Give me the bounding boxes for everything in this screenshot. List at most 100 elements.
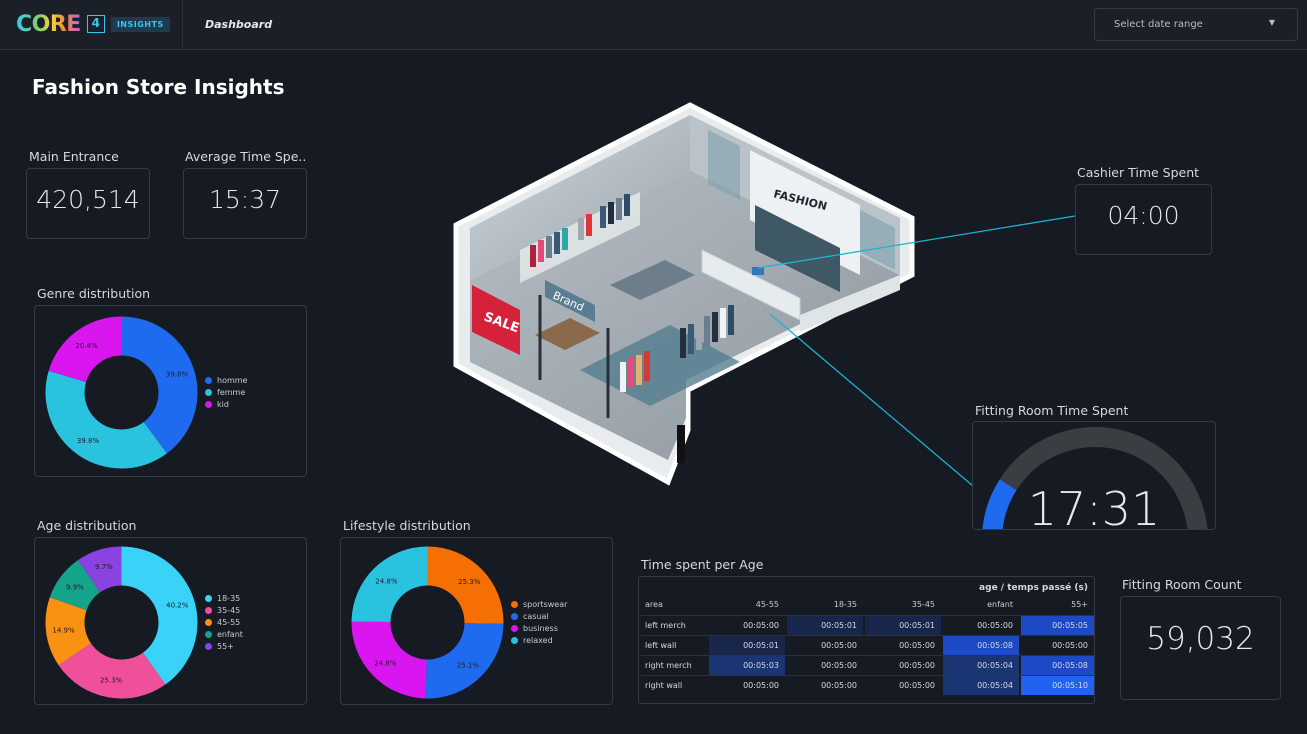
table-row[interactable]: left wall 00:05:01 00:05:00 00:05:00 00:05:0… — [641, 636, 1094, 656]
table-row-divider — [641, 635, 1094, 636]
age-slice-label: 9.9% — [66, 584, 84, 592]
logo[interactable]: CORE 4 INSIGHTS — [16, 12, 170, 37]
lifestyle-donut-chart: 25.3% 25.1% 24.8% 24.8% — [351, 546, 504, 699]
genre-slice-label: 20.4% — [75, 342, 98, 350]
table-cell: 00:05:08 — [1021, 656, 1094, 675]
table-row-divider — [641, 615, 1094, 616]
table-row-divider — [641, 675, 1094, 676]
age-slice-label: 25.3% — [100, 677, 123, 685]
age-legend-item[interactable]: 55+ — [205, 640, 243, 652]
store-door — [677, 425, 685, 463]
age-slice-55-[interactable] — [77, 546, 122, 593]
table-cell: 00:05:00 — [821, 661, 857, 670]
fitting-time-gauge — [982, 427, 1208, 529]
table-header-row: area 45-55 18-35 35-45 enfant 55+ — [641, 595, 1094, 615]
avg-time-label: Average Time Spe... — [185, 149, 307, 164]
legend-dot-icon — [205, 388, 212, 396]
lifestyle-slice-sportswear[interactable] — [427, 546, 504, 624]
table-row[interactable]: right wall 00:05:00 00:05:00 00:05:00 00:05:… — [641, 676, 1094, 696]
age-slice-label: 14.9% — [52, 627, 75, 635]
age-slice-35-45[interactable] — [58, 643, 166, 699]
genre-legend-label: kid — [217, 399, 229, 409]
age-donut-chart: 40.2% 25.3% 14.9% 9.9% 9.7% — [45, 546, 198, 699]
store-left-wall — [470, 115, 690, 280]
lifestyle-chart-card: 25.3% 25.1% 24.8% 24.8% sportswear casual bus… — [340, 537, 613, 705]
lifestyle-slice-relaxed[interactable] — [351, 546, 428, 623]
table-row[interactable]: right merch 00:05:03 00:05:00 00:05:00 00:05… — [641, 656, 1094, 676]
genre-legend-item[interactable]: homme — [205, 374, 247, 386]
table-cell: 00:05:00 — [899, 641, 935, 650]
genre-legend-label: homme — [217, 375, 248, 385]
sale-sign — [472, 285, 520, 355]
legend-dot-icon — [511, 612, 518, 620]
cashier-time-card: 04:00 — [1075, 184, 1212, 255]
lifestyle-slice-casual[interactable] — [425, 623, 504, 699]
lifestyle-legend: sportswear casual business relaxed — [511, 598, 567, 646]
table-cell: 00:05:08 — [943, 636, 1019, 655]
fashion-screen — [755, 205, 840, 292]
table-cell: 00:05:10 — [1021, 676, 1094, 695]
front-clothes-rack — [620, 305, 734, 392]
lifestyle-legend-label: sportswear — [523, 599, 568, 609]
age-legend-item[interactable]: enfant — [205, 628, 243, 640]
genre-slice-femme[interactable] — [45, 370, 167, 469]
lifestyle-legend-item[interactable]: casual — [511, 610, 567, 622]
age-legend-label: 55+ — [217, 641, 234, 651]
genre-legend-item[interactable]: kid — [205, 398, 247, 410]
logo-badge: INSIGHTS — [110, 16, 170, 32]
fitting-time-card: 17:31 — [972, 421, 1216, 530]
table-cell: 35-45 — [911, 600, 935, 609]
legend-dot-icon — [205, 618, 212, 626]
brand-sign — [545, 280, 595, 322]
lifestyle-slice-label: 25.1% — [457, 661, 480, 669]
table-cell: 00:05:00 — [977, 621, 1013, 630]
lifestyle-legend-item[interactable]: relaxed — [511, 634, 567, 646]
genre-legend-label: femme — [217, 387, 246, 397]
genre-slice-kid[interactable] — [48, 316, 122, 382]
lifestyle-legend-item[interactable]: business — [511, 622, 567, 634]
age-slice-label: 9.7% — [95, 563, 113, 571]
age-legend-item[interactable]: 35-45 — [205, 604, 243, 616]
cashier-time-label: Cashier Time Spent — [1077, 165, 1200, 180]
genre-slice-homme[interactable] — [121, 316, 198, 454]
table-cell: 45-55 — [755, 600, 779, 609]
genre-slice-label: 39.8% — [166, 371, 189, 379]
lifestyle-chart-title: Lifestyle distribution — [343, 518, 471, 533]
age-slice-label: 40.2% — [166, 601, 189, 609]
table-cell: 00:05:00 — [899, 681, 935, 690]
age-legend-item[interactable]: 18-35 — [205, 592, 243, 604]
nav-dashboard-title[interactable]: Dashboard — [205, 18, 273, 31]
caret-down-icon: ▼ — [1268, 18, 1275, 27]
legend-dot-icon — [205, 594, 212, 602]
genre-legend-item[interactable]: femme — [205, 386, 247, 398]
table-row[interactable]: left merch 00:05:00 00:05:01 00:05:01 00:05:… — [641, 616, 1094, 636]
date-range-select[interactable]: Select date range ▼ — [1094, 8, 1298, 41]
fitting-room-connector-line — [769, 313, 974, 487]
table-cell: 00:05:00 — [899, 661, 935, 670]
cashier-time-value: 04:00 — [1107, 201, 1180, 230]
genre-chart-title: Genre distribution — [37, 286, 151, 301]
lifestyle-legend-item[interactable]: sportswear — [511, 598, 567, 610]
cashier-connector-line — [757, 215, 1076, 269]
lifestyle-legend-label: relaxed — [523, 635, 553, 645]
fitting-room-wall — [800, 275, 900, 332]
age-slice-enfant[interactable] — [49, 560, 101, 611]
fitting-count-card: 59,032 — [1120, 596, 1281, 700]
lifestyle-slice-business[interactable] — [351, 621, 427, 699]
gauge-fill — [982, 479, 1017, 529]
table-cell: 18-35 — [833, 600, 857, 609]
age-chart-card: 40.2% 25.3% 14.9% 9.9% 9.7% 18-35 35-45 45-55 e… — [34, 537, 307, 705]
display-table — [535, 318, 600, 350]
age-slice-18-35[interactable] — [121, 546, 198, 685]
table-area-cell: right wall — [645, 681, 683, 690]
table-cell: 00:05:01 — [865, 616, 941, 635]
lifestyle-legend-label: business — [523, 623, 558, 633]
fitting-time-value: 17:31 — [1027, 482, 1161, 530]
table-cell: 00:05:04 — [943, 656, 1019, 675]
age-slice-45-55[interactable] — [45, 597, 91, 666]
legend-dot-icon — [205, 642, 212, 650]
lifestyle-legend-label: casual — [523, 611, 549, 621]
avg-time-value: 15:37 — [208, 185, 282, 214]
age-legend-item[interactable]: 45-55 — [205, 616, 243, 628]
